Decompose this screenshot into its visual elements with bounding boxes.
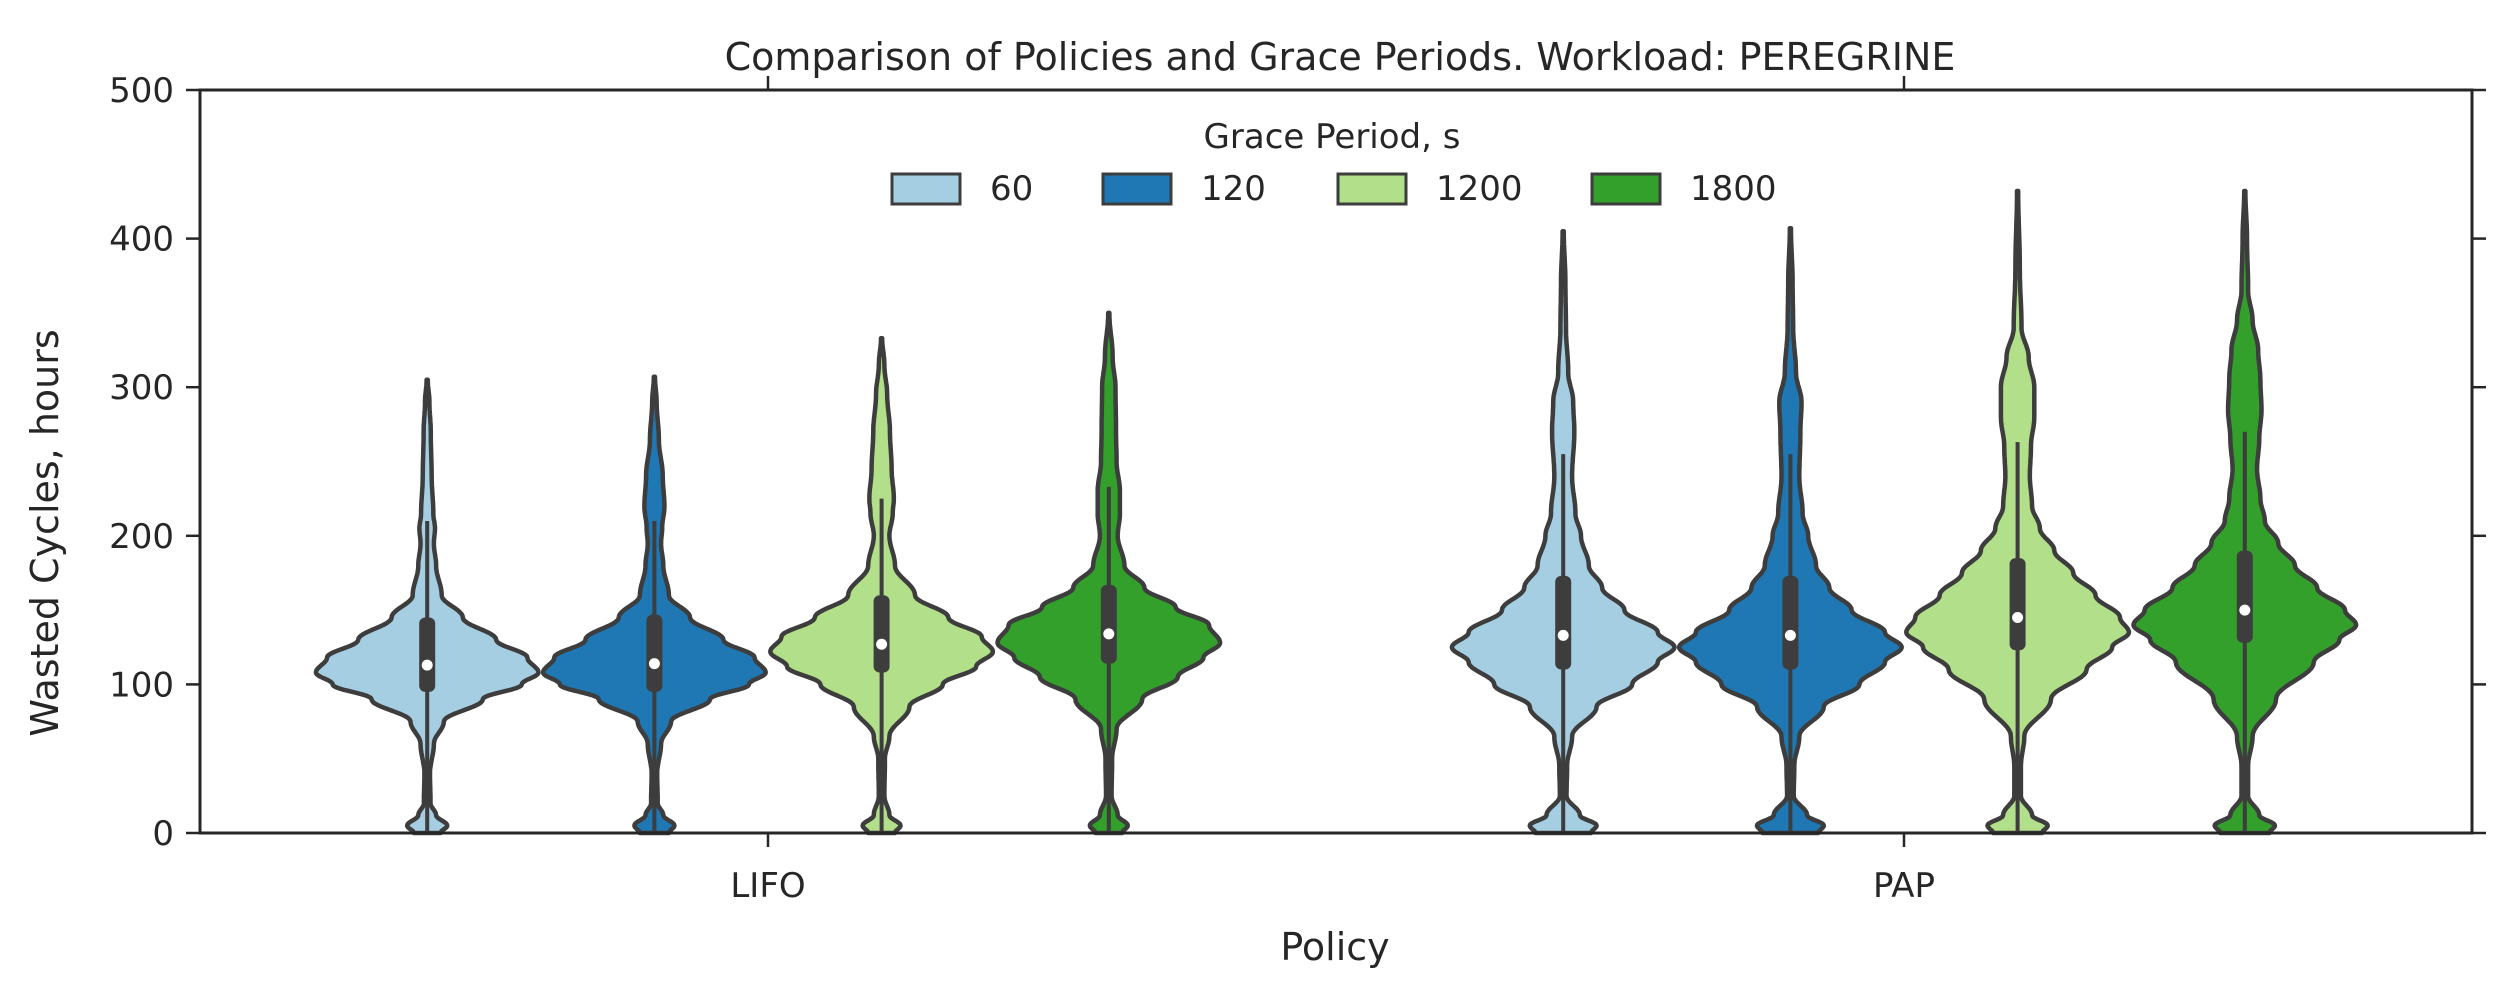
legend-swatch xyxy=(1101,172,1173,206)
legend-swatch xyxy=(1336,172,1408,206)
y-tick-label: 0 xyxy=(152,814,174,854)
median-point-lifo-120 xyxy=(648,658,660,670)
x-axis-label: Policy xyxy=(1280,925,1389,969)
legend-swatch xyxy=(890,172,962,206)
legend-item-1800: 1800 xyxy=(1590,169,1777,209)
y-axis-label: Wasted Cycles, hours xyxy=(23,329,67,736)
iqr-box-pap-120 xyxy=(1782,575,1799,670)
y-tick-label: 200 xyxy=(109,517,174,557)
median-point-pap-1200 xyxy=(2012,612,2024,624)
median-point-lifo-60 xyxy=(421,659,433,671)
y-tick-label: 500 xyxy=(109,71,174,111)
violins-layer xyxy=(313,188,2359,836)
y-tick-label: 100 xyxy=(109,665,174,705)
plot-frame xyxy=(198,88,2474,835)
legend-item-120: 120 xyxy=(1101,169,1266,209)
legend-label: 1800 xyxy=(1690,169,1777,209)
legend: Grace Period, s 60 120 1200 1800 xyxy=(890,117,1777,209)
median-point-lifo-1800 xyxy=(1103,628,1115,640)
iqr-box-lifo-60 xyxy=(419,617,436,692)
axes-layer: 0 100 200 300 400 500 LIFO PAP xyxy=(109,71,2486,906)
median-point-lifo-1200 xyxy=(876,638,888,650)
median-point-pap-120 xyxy=(1784,629,1796,641)
iqr-box-lifo-120 xyxy=(646,614,663,692)
legend-item-60: 60 xyxy=(890,169,1033,209)
iqr-box-lifo-1200 xyxy=(873,595,890,673)
chart-title: Comparison of Policies and Grace Periods… xyxy=(725,35,1956,79)
legend-label: 1200 xyxy=(1436,169,1523,209)
median-point-pap-60 xyxy=(1557,629,1569,641)
legend-label: 120 xyxy=(1201,169,1266,209)
x-tick-label: LIFO xyxy=(730,866,805,906)
legend-title: Grace Period, s xyxy=(1204,117,1461,157)
iqr-box-lifo-1800 xyxy=(1100,584,1117,664)
legend-item-1200: 1200 xyxy=(1336,169,1523,209)
iqr-box-pap-1200 xyxy=(2009,558,2026,651)
iqr-box-pap-60 xyxy=(1555,575,1572,670)
legend-label: 60 xyxy=(990,169,1033,209)
x-tick-label: PAP xyxy=(1873,866,1935,906)
median-point-pap-1800 xyxy=(2239,604,2251,616)
legend-swatch xyxy=(1590,172,1662,206)
y-tick-label: 400 xyxy=(109,220,174,260)
y-tick-label: 300 xyxy=(109,368,174,408)
iqr-box-pap-1800 xyxy=(2236,550,2253,643)
